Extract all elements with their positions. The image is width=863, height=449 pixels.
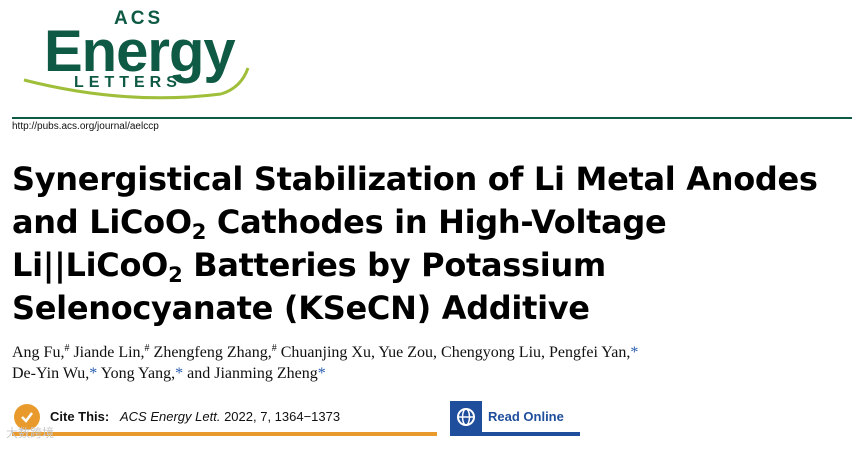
- title-line-2: and LiCoO2 Cathodes in High-Voltage: [12, 203, 667, 244]
- corresponding-author-star[interactable]: *: [630, 344, 639, 361]
- author-line-2: De-Yin Wu,* Yong Yang,* and Jianming Zhe…: [12, 365, 326, 382]
- journal-url[interactable]: http://pubs.acs.org/journal/aelccp: [12, 121, 159, 132]
- read-online-label: Read Online: [488, 409, 564, 424]
- logo-acs-text: ACS: [114, 8, 164, 29]
- cite-label: Cite This:: [50, 409, 110, 424]
- title-line-1: Synergistical Stabilization of Li Metal …: [12, 160, 818, 198]
- journal-logo: ACS Energy LETTERS: [16, 6, 306, 106]
- checkmark-icon: [14, 404, 40, 430]
- header-rule: [12, 117, 852, 119]
- logo-swoosh-icon: [23, 67, 250, 100]
- author-line-1: Ang Fu,# Jiande Lin,# Zhengfeng Zhang,# …: [12, 343, 639, 362]
- title-line-4: Selenocyanate (KSeCN) Additive: [12, 289, 590, 327]
- watermark-text: 大数跨境: [6, 426, 55, 440]
- logo-letters-text: LETTERS: [74, 74, 182, 91]
- cite-this-button[interactable]: Cite This: ACS Energy Lett. 2022, 7, 136…: [12, 401, 437, 436]
- author-list: Ang Fu,# Jiande Lin,# Zhengfeng Zhang,# …: [12, 342, 857, 384]
- read-online-underline: [450, 432, 580, 436]
- corresponding-author-star[interactable]: *: [317, 365, 326, 382]
- logo-energy-text: Energy: [44, 19, 236, 84]
- corresponding-author-star[interactable]: *: [175, 365, 184, 382]
- globe-icon: [450, 401, 482, 433]
- corresponding-author-star[interactable]: *: [89, 365, 98, 382]
- read-online-button[interactable]: Read Online: [450, 401, 580, 436]
- citation-text: ACS Energy Lett. 2022, 7, 1364−1373: [120, 409, 341, 424]
- article-title: Synergistical Stabilization of Li Metal …: [12, 158, 857, 330]
- title-line-3: Li||LiCoO2 Batteries by Potassium: [12, 246, 606, 287]
- cite-underline: [12, 432, 437, 436]
